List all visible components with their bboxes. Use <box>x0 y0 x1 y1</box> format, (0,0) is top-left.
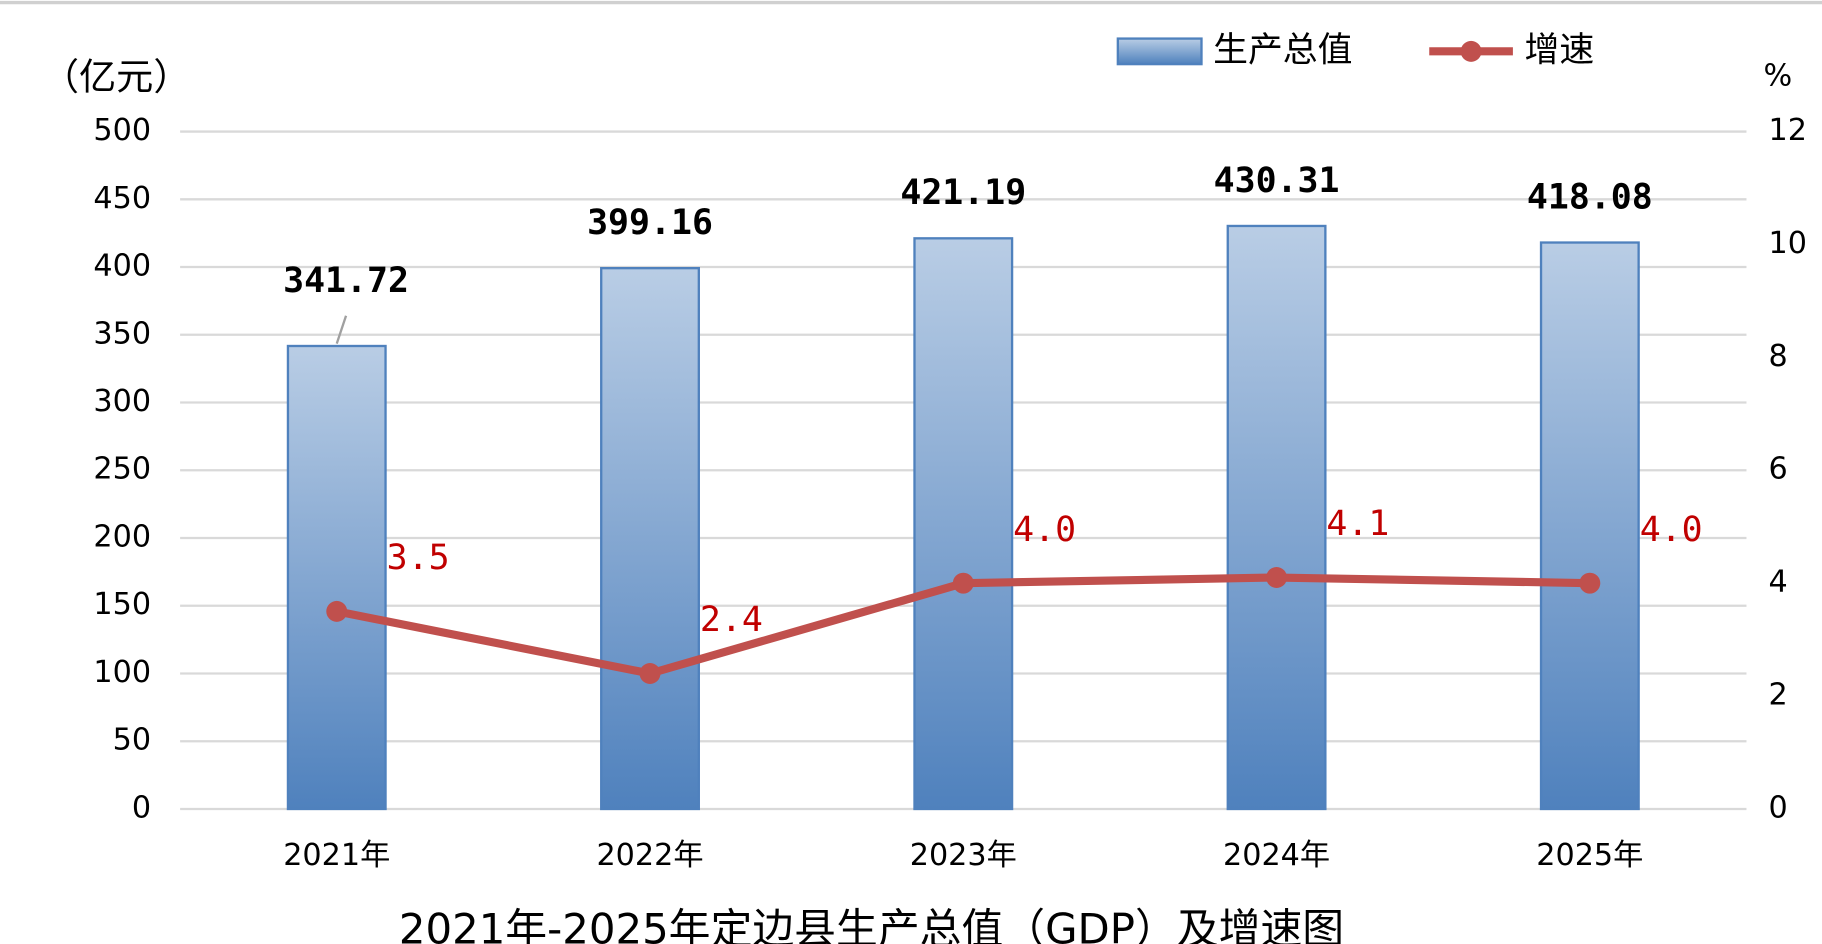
x-tick-label: 2022年 <box>596 838 703 873</box>
bar <box>1226 224 1327 811</box>
y2-axis-title: % <box>1763 58 1792 93</box>
line-point <box>1579 572 1601 594</box>
y-tick-label: 500 <box>93 113 151 148</box>
x-tick-label: 2025年 <box>1536 838 1643 873</box>
y-tick-label: 100 <box>93 655 151 690</box>
y-tick-label: 450 <box>93 181 151 216</box>
x-tick-label: 2023年 <box>910 838 1017 873</box>
data-label: 430.31 <box>1214 161 1340 201</box>
y-tick-label: 0 <box>132 790 151 825</box>
bar <box>286 344 387 811</box>
y-tick-label: 250 <box>93 452 151 487</box>
line-point <box>639 663 661 684</box>
data-label: 399.16 <box>587 203 713 243</box>
data-label: 341.72 <box>283 261 409 301</box>
legend-swatch <box>1116 37 1203 66</box>
bar <box>1539 241 1640 811</box>
y2-tick-label: 8 <box>1769 339 1788 374</box>
y-axis-title: （亿元） <box>42 55 191 99</box>
x-tick-label: 2024年 <box>1223 838 1330 873</box>
legend: 生产总值 增速 <box>1116 30 1595 70</box>
y2-tick-label: 2 <box>1769 678 1788 713</box>
legend-swatch <box>1460 40 1482 62</box>
y-tick-label: 400 <box>93 249 151 284</box>
data-label: 4.0 <box>1013 510 1076 550</box>
bar <box>913 237 1014 811</box>
data-label: 3.5 <box>387 538 450 578</box>
legend-label: 生产总值 <box>1213 30 1352 70</box>
data-label: 421.19 <box>900 173 1026 213</box>
data-label: 4.1 <box>1326 504 1389 544</box>
chart-title: 2021年-2025年定边县生产总值（GDP）及增速图 <box>399 905 1344 944</box>
y2-tick-label: 0 <box>1769 790 1788 825</box>
y2-tick-label: 10 <box>1769 226 1807 261</box>
y-tick-label: 150 <box>93 587 151 622</box>
y-tick-label: 300 <box>93 384 151 419</box>
line-point <box>952 572 974 594</box>
data-label: 2.4 <box>700 600 763 640</box>
y-tick-label: 50 <box>113 723 151 758</box>
y-tick-label: 200 <box>93 520 151 555</box>
leader-line <box>335 315 348 345</box>
bar <box>600 267 700 811</box>
y-tick-label: 350 <box>93 316 151 351</box>
line-point <box>1266 567 1288 588</box>
data-label: 4.0 <box>1640 510 1703 550</box>
x-tick-label: 2021年 <box>283 838 390 873</box>
data-label: 418.08 <box>1527 177 1653 217</box>
line-point <box>326 600 348 622</box>
y2-tick-label: 6 <box>1769 452 1788 487</box>
y2-tick-label: 12 <box>1769 113 1807 148</box>
y2-tick-label: 4 <box>1769 565 1788 600</box>
legend-label: 增速 <box>1525 30 1595 70</box>
